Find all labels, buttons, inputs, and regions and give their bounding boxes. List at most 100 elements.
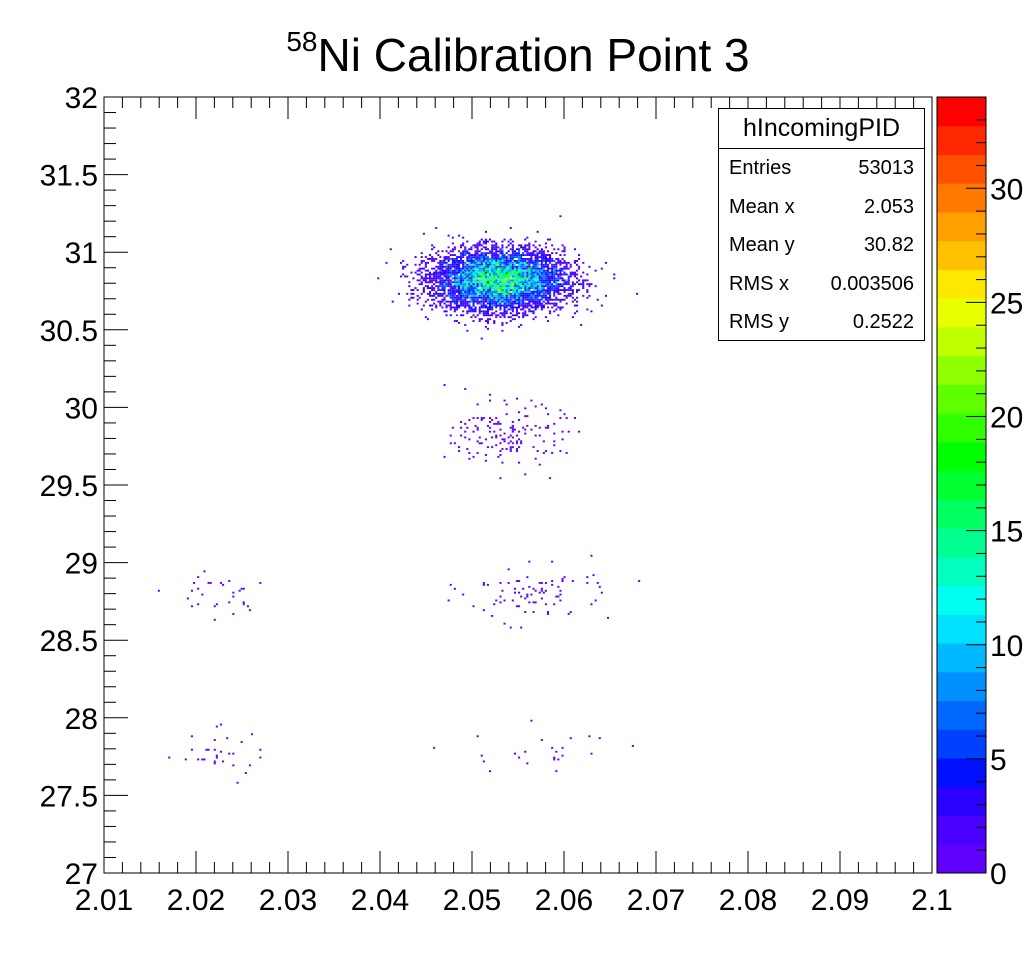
histogram-bin	[489, 421, 492, 423]
histogram-bin	[509, 277, 512, 280]
histogram-bin	[497, 300, 500, 303]
histogram-bin	[536, 298, 539, 301]
histogram-bin	[215, 603, 218, 606]
histogram-bin	[513, 275, 516, 278]
histogram-bin	[526, 236, 529, 239]
histogram-bin	[509, 426, 512, 429]
histogram-bin	[484, 246, 487, 249]
histogram-bin	[458, 271, 461, 274]
histogram-bin	[505, 304, 508, 307]
histogram-bin	[472, 298, 475, 301]
histogram-bin	[431, 287, 434, 289]
histogram-bin	[470, 300, 473, 303]
histogram-bin	[468, 289, 471, 291]
histogram-bin	[468, 452, 471, 454]
histogram-bin	[542, 252, 545, 255]
histogram-bin	[515, 252, 518, 255]
histogram-bin	[507, 298, 510, 301]
histogram-bin	[559, 285, 562, 288]
histogram-bin	[453, 300, 456, 303]
histogram-bin	[491, 248, 494, 251]
histogram-bin	[424, 277, 427, 280]
histogram-bin	[526, 595, 529, 598]
histogram-bin	[540, 739, 543, 741]
histogram-bin	[458, 275, 461, 278]
histogram-bin	[424, 275, 427, 278]
histogram-bin	[520, 258, 523, 260]
histogram-bin	[563, 254, 566, 256]
histogram-bin	[507, 296, 510, 299]
histogram-bin	[476, 258, 479, 260]
histogram-bin	[551, 746, 554, 749]
histogram-bin	[213, 618, 216, 621]
histogram-bin	[522, 587, 525, 590]
histogram-bin	[547, 238, 550, 241]
histogram-bin	[449, 250, 452, 253]
histogram-bin	[482, 760, 485, 763]
histogram-bin	[484, 267, 487, 270]
histogram-bin	[462, 250, 465, 253]
histogram-bin	[476, 314, 479, 317]
histogram-bin	[455, 306, 458, 309]
histogram-bin	[470, 310, 473, 313]
histogram-bin	[544, 242, 547, 245]
histogram-bin	[484, 310, 487, 313]
histogram-bin	[232, 764, 235, 767]
histogram-bin	[503, 258, 506, 260]
y-tick-label: 30.5	[40, 315, 98, 348]
histogram-bin	[518, 256, 521, 258]
histogram-bin	[538, 250, 541, 253]
histogram-bin	[561, 267, 564, 270]
histogram-bin	[501, 240, 504, 243]
histogram-bin	[534, 306, 537, 309]
histogram-bin	[460, 294, 463, 297]
histogram-bin	[480, 263, 483, 266]
histogram-bin	[476, 248, 479, 251]
histogram-bin	[526, 269, 529, 272]
histogram-bin	[462, 593, 465, 596]
histogram-bin	[511, 304, 514, 307]
histogram-bin	[489, 426, 492, 429]
histogram-bin	[549, 310, 552, 313]
histogram-bin	[503, 265, 506, 268]
histogram-bin	[522, 263, 525, 266]
histogram-bin	[495, 298, 498, 301]
histogram-bin	[449, 434, 452, 437]
histogram-bin	[540, 273, 543, 276]
histogram-bin	[501, 250, 504, 253]
histogram-bin	[480, 292, 483, 295]
histogram-bin	[542, 300, 545, 303]
histogram-bin	[491, 436, 494, 439]
histogram-bin	[433, 267, 436, 270]
histogram-bin	[416, 289, 419, 291]
histogram-bin	[466, 263, 469, 266]
histogram-bin	[497, 421, 500, 423]
color-palette	[936, 96, 987, 874]
histogram-bin	[203, 758, 206, 761]
x-tick-label: 2.04	[351, 884, 409, 917]
histogram-bin	[503, 294, 506, 297]
histogram-bin	[530, 273, 533, 276]
histogram-bin	[476, 271, 479, 274]
histogram-bin	[493, 277, 496, 280]
histogram-bin	[433, 277, 436, 280]
histogram-bin	[588, 735, 591, 738]
histogram-bin	[464, 388, 467, 390]
histogram-bin	[524, 312, 527, 315]
histogram-bin	[544, 285, 547, 288]
histogram-bin	[499, 582, 502, 584]
z-tick-label: 30	[990, 173, 1023, 206]
histogram-bin	[522, 283, 525, 286]
histogram-bin	[524, 296, 527, 299]
histogram-bin	[569, 287, 572, 289]
histogram-bin	[497, 289, 500, 291]
histogram-bin	[553, 422, 556, 425]
histogram-bin	[515, 289, 518, 291]
histogram-bin	[491, 246, 494, 249]
histogram-bin	[509, 296, 512, 299]
histogram-bin	[528, 560, 531, 563]
histogram-bin	[460, 426, 463, 429]
histogram-bin	[497, 285, 500, 288]
histogram-bin	[573, 273, 576, 276]
histogram-bin	[493, 603, 496, 606]
